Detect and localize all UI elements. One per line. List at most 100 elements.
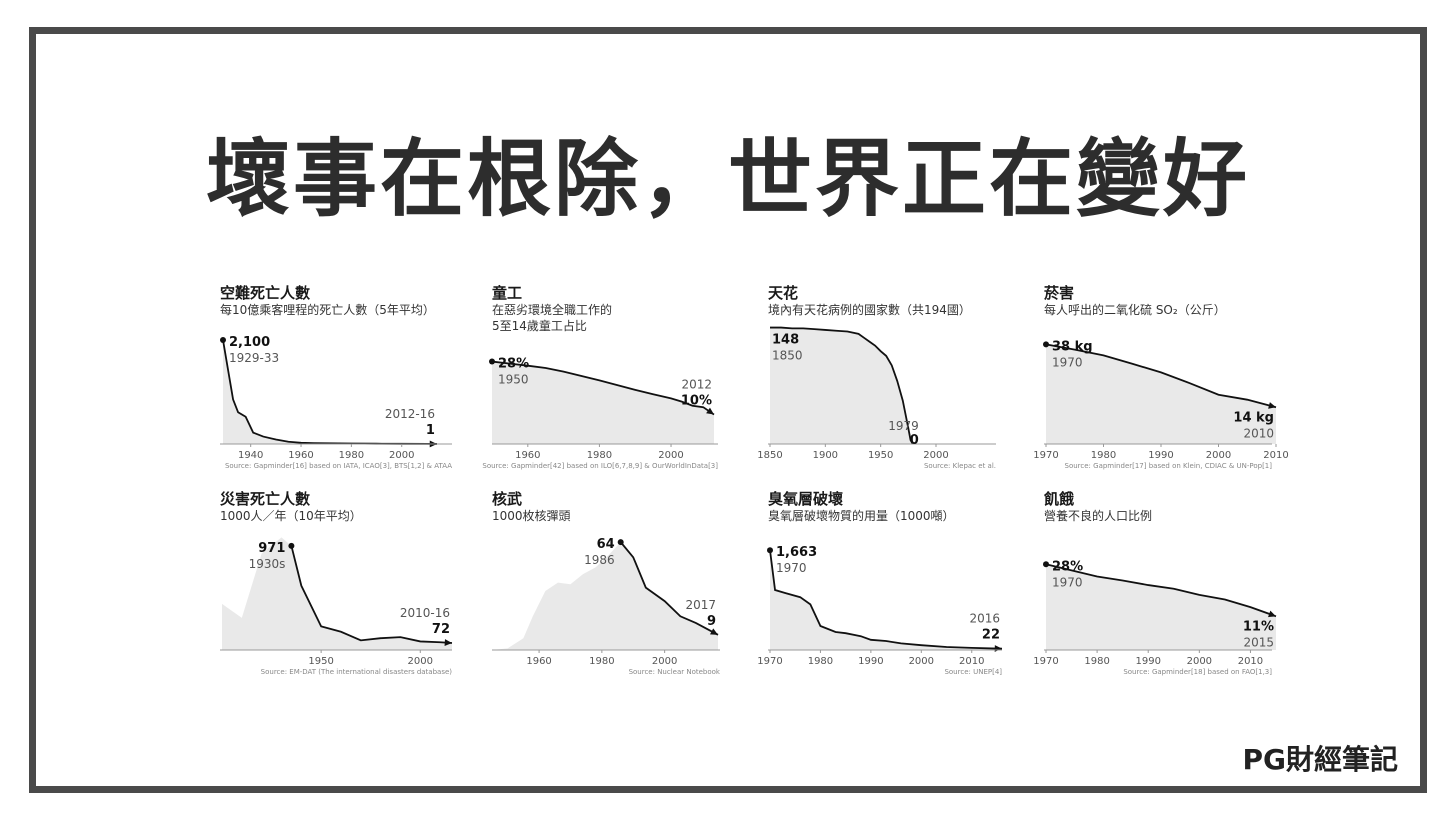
chart-subtitle: 境內有天花病例的國家數（共194國）	[768, 303, 971, 317]
chart-subtitle: 臭氧層破壞物質的用量（1000噸）	[768, 509, 955, 523]
chart-title: 核武	[492, 490, 523, 508]
chart-so2: 菸害 每人呼出的二氧化硫 SO₂（公斤） 1970 1980 1990 2000 2010 S…	[1033, 282, 1314, 482]
chart-title: 菸害	[1044, 284, 1075, 302]
chart-x-tick-label: 1960	[288, 450, 313, 461]
chart-series-line	[1045, 563, 1277, 618]
chart-title: 天花	[768, 284, 799, 302]
chart-source: Source: UNEP[4]	[944, 668, 1002, 676]
chart-end-arrow	[706, 407, 714, 415]
chart-start-marker	[489, 358, 495, 365]
chart-x-tick-label: 2000	[1206, 450, 1231, 461]
chart-x-tick-label: 1950	[308, 656, 333, 667]
chart-title: 童工	[492, 284, 523, 302]
chart-start-year: 1986	[584, 553, 615, 567]
chart-end-arrow	[1268, 610, 1276, 618]
chart-end-value: 72	[432, 622, 450, 637]
chart-smallpox: 天花 境內有天花病例的國家數（共194國） 1850 1900 1950 2000 Sour…	[757, 282, 1038, 482]
chart-start-year: 1930s	[249, 557, 286, 571]
chart-end-year: 2015	[1243, 635, 1274, 649]
chart-start-marker	[1043, 561, 1049, 568]
chart-x-tick-label: 2000	[652, 656, 677, 667]
chart-end-value: 11%	[1243, 619, 1274, 634]
chart-area	[492, 542, 718, 650]
chart-nuclear-warheads: 核武 1000枚核彈頭 1960 1980 2000 Source: Nuclear No…	[492, 488, 762, 688]
chart-end-year: 2012-16	[385, 407, 435, 421]
chart-end-year: 2017	[685, 598, 716, 612]
chart-x-tick-label: 1950	[868, 450, 893, 461]
chart-x-tick-label: 2000	[658, 450, 683, 461]
chart-x-tick-label: 2010	[1238, 656, 1263, 667]
chart-air-crash-deaths: 空難死亡人數 每10億乘客哩程的死亡人數（5年平均） 1940 1960 1980 200…	[220, 282, 490, 482]
chart-start-marker	[1043, 341, 1049, 348]
chart-x-tick-label: 2000	[389, 450, 414, 461]
chart-x-tick-label: 2010	[959, 656, 984, 667]
chart-x-tick-label: 1900	[813, 450, 838, 461]
chart-end-arrow	[710, 628, 718, 635]
chart-end-value: 0	[910, 433, 919, 448]
chart-area	[1046, 344, 1276, 444]
chart-area	[770, 327, 913, 444]
chart-x-tick-label: 1940	[238, 450, 263, 461]
chart-series-line	[290, 545, 453, 644]
chart-end-value: 1	[426, 423, 435, 438]
page-title: 壞事在根除，世界正在變好	[205, 130, 1250, 228]
chart-subtitle: 每10億乘客哩程的死亡人數（5年平均）	[220, 303, 435, 317]
chart-series-line	[769, 550, 1003, 650]
chart-end-value: 22	[982, 628, 1000, 643]
chart-x-tick-label: 1970	[1033, 450, 1058, 461]
chart-series-line	[1045, 343, 1277, 409]
chart-end-arrow	[444, 639, 452, 646]
slide-frame	[29, 27, 1427, 793]
chart-start-value: 1,663	[776, 545, 817, 560]
chart-subtitle: 1000枚核彈頭	[492, 509, 571, 523]
chart-title: 飢餓	[1044, 490, 1075, 508]
chart-start-year: 1970	[1052, 355, 1083, 369]
chart-x-tick-label: 1980	[1091, 450, 1116, 461]
chart-start-year: 1970	[776, 561, 807, 575]
chart-end-year: 2012	[681, 378, 712, 392]
chart-start-marker	[767, 547, 773, 554]
chart-start-year: 1850	[772, 349, 803, 363]
chart-subtitle: 每人呼出的二氧化硫 SO₂（公斤）	[1044, 303, 1226, 317]
brand-logo-text: PG財經筆記	[1242, 743, 1398, 776]
chart-start-value: 28%	[1052, 559, 1083, 574]
chart-source: Source: EM-DAT (The international disast…	[261, 668, 453, 676]
chart-area	[1046, 564, 1276, 650]
chart-start-year: 1950	[498, 373, 529, 387]
chart-x-tick-label: 1980	[589, 656, 614, 667]
chart-end-value: 9	[707, 614, 716, 629]
chart-end-year: 2016	[969, 612, 1000, 626]
chart-end-year: 1979	[888, 419, 919, 433]
chart-x-tick-label: 2000	[909, 656, 934, 667]
chart-x-tick-label: 2000	[923, 450, 948, 461]
chart-x-tick-label: 1970	[757, 656, 782, 667]
chart-subtitle: 1000人／年（10年平均）	[220, 509, 362, 523]
chart-source: Source: Klepac et al.	[924, 462, 996, 470]
chart-x-tick-label: 2000	[408, 656, 433, 667]
chart-end-year: 2010-16	[400, 606, 450, 620]
chart-end-arrow	[994, 645, 1002, 652]
chart-source: Source: Gapminder[42] based on ILO[6,7,8…	[482, 462, 718, 470]
chart-series-line	[491, 360, 715, 416]
chart-x-tick-label: 1850	[757, 450, 782, 461]
chart-hunger: 飢餓 營養不良的人口比例 1970 1980 1990 2000 2010 Source: G…	[1033, 488, 1314, 688]
chart-source: Source: Gapminder[18] based on FAO[1,3]	[1123, 668, 1272, 676]
chart-start-marker	[617, 539, 624, 546]
chart-area	[223, 340, 437, 444]
chart-x-tick-label: 2000	[1187, 656, 1212, 667]
chart-subtitle: 營養不良的人口比例	[1044, 509, 1153, 523]
chart-x-tick-label: 1960	[515, 450, 540, 461]
chart-end-value: 14 kg	[1233, 410, 1274, 425]
chart-x-tick-label: 1980	[339, 450, 364, 461]
chart-x-tick-label: 1990	[1148, 450, 1173, 461]
chart-start-marker	[220, 337, 226, 343]
chart-x-tick-label: 1980	[808, 656, 833, 667]
chart-x-tick-label: 1990	[858, 656, 883, 667]
